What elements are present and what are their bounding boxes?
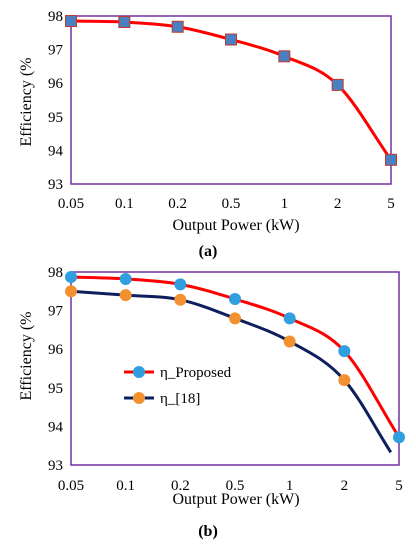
panel-a-y-tick-label: 93 (48, 177, 63, 193)
panel-a-x-tick-label: 0.1 (115, 196, 134, 212)
panel-a-series-1-point (65, 15, 77, 28)
panel-b-x-tick-label: 2 (341, 478, 349, 494)
panel-a-x-tick-label: 2 (334, 196, 342, 212)
panel-b-legend-swatch-marker (133, 366, 145, 378)
panel-b-series-2-point (65, 285, 77, 298)
panel-a-series-1-point (171, 20, 184, 33)
panel-b-series-2-point (229, 312, 241, 325)
panel-b-x-tick-label: 0.1 (116, 478, 135, 494)
panel-b-series-1-point (229, 293, 241, 306)
panel-b-y-tick-label: 93 (48, 458, 63, 474)
panel-b-series-1-point (338, 345, 351, 358)
panel-b-x-tick-label: 5 (395, 478, 403, 494)
panel-b: Efficiency (% Output Power (kW) (b) 93 94… (18, 265, 405, 540)
panel-a-y-tick-label: 95 (48, 110, 63, 126)
panel-b-y-tick-label: 94 (48, 419, 64, 435)
panel-b-y-axis-label: Efficiency (% (18, 312, 35, 401)
panel-b-y-tick-label: 95 (48, 381, 63, 397)
panel-a-caption: (a) (199, 243, 218, 260)
panel-b-y-tick-label: 98 (48, 265, 63, 281)
panel-b-x-tick-label: 1 (286, 478, 294, 494)
panel-a-x-tick-label: 1 (281, 196, 289, 212)
panel-a-series-1-point (225, 33, 237, 46)
panel-b-y-tick-label: 96 (48, 342, 64, 358)
panel-a-series-1-point (278, 50, 291, 63)
panel-a-y-axis-label: Efficiency (% (18, 58, 35, 147)
panel-b-caption: (b) (198, 523, 218, 540)
panel-a-x-tick-label: 0.5 (222, 196, 241, 212)
panel-b-legend-label: η_[18] (160, 391, 200, 407)
panel-b-series-1-point (65, 271, 77, 284)
panel-a-y-tick-label: 96 (48, 76, 64, 92)
panel-b-x-tick-label: 0.2 (171, 478, 190, 494)
panel-b-series-1-point (174, 278, 187, 291)
panel-b-x-tick-label: 0.05 (58, 478, 84, 494)
panel-b-series-1-point (283, 312, 296, 325)
panel-a-y-tick-label: 94 (48, 143, 64, 159)
panel-b-series-1-point (119, 272, 132, 285)
panel-a: Efficiency (% Output Power (kW) (a) 93 94… (18, 9, 397, 260)
panel-b-series-2-point (338, 374, 351, 387)
panel-a-series-1-point (385, 153, 397, 166)
panel-a-x-tick-label: 0.05 (58, 196, 84, 212)
panel-b-legend-label: η_Proposed (160, 365, 232, 381)
panel-b-series-2-point (174, 293, 187, 306)
panel-a-y-tick-label: 97 (48, 43, 64, 59)
panel-a-series-1-point (331, 78, 344, 91)
panel-a-y-tick-label: 98 (48, 9, 63, 25)
panel-a-x-axis-label: Output Power (kW) (172, 217, 299, 234)
panel-a-plot-frame (70, 15, 392, 185)
panel-a-x-tick-label: 5 (387, 196, 395, 212)
panel-b-y-tick-label: 97 (48, 304, 64, 320)
panel-b-x-tick-label: 0.5 (226, 478, 245, 494)
panel-b-legend-swatch-marker (133, 392, 145, 404)
panel-b-series-1-point (393, 431, 405, 444)
panel-a-series-1-point (118, 16, 131, 29)
panel-b-x-axis-label: Output Power (kW) (172, 491, 299, 508)
panel-b-series-2-point (119, 289, 132, 302)
panel-a-x-tick-label: 0.2 (168, 196, 187, 212)
panel-b-series-2-point (283, 335, 296, 348)
panel-b-plot-frame (70, 271, 400, 466)
